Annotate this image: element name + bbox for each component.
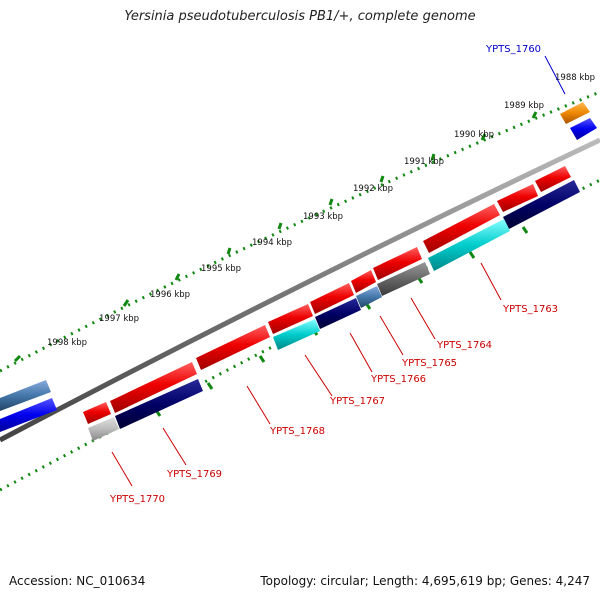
gene-left-edge-cog-feature <box>0 398 57 432</box>
gene-ypts-1765-feature <box>351 270 376 293</box>
gene-count-text: Genes: 4,247 <box>509 574 590 588</box>
gene-ypts-1764-feature <box>373 247 422 280</box>
gene-label-ypts-1769[interactable]: YPTS_1769 <box>166 469 222 480</box>
scale-label-1994: 1994 kbp <box>252 238 292 248</box>
scale-label-1989: 1989 kbp <box>504 101 544 111</box>
reverse-strand-genes <box>0 118 597 441</box>
inner-scale-major-ticks <box>154 226 529 417</box>
gene-1770-cog-feature <box>88 417 119 441</box>
gene-ypts-1769-feature <box>110 362 197 413</box>
scale-label-1995: 1995 kbp <box>201 264 241 274</box>
forward-strand-genes <box>0 102 590 424</box>
gene-label-ypts-1763[interactable]: YPTS_1763 <box>502 304 558 315</box>
gene-label-ypts-1767[interactable]: YPTS_1767 <box>329 396 385 407</box>
gene-label-ypts-1768[interactable]: YPTS_1768 <box>269 426 325 437</box>
gene-label-ypts-1766[interactable]: YPTS_1766 <box>370 374 426 385</box>
gene-ypts-1767-feature <box>268 304 313 334</box>
gene-label-ypts-1764[interactable]: YPTS_1764 <box>436 340 492 351</box>
gene-ypts-1770-feature <box>83 402 111 424</box>
gene-label-ypts-1770[interactable]: YPTS_1770 <box>109 494 165 505</box>
genome-summary: Topology: circular; Length: 4,695,619 bp… <box>260 574 590 588</box>
label-leader-lines <box>111 55 566 487</box>
gene-ypts-1768-feature <box>196 325 270 370</box>
scale-label-1988: 1988 kbp <box>555 73 595 83</box>
genome-backbone <box>0 137 600 443</box>
gene-label-ypts-1760[interactable]: YPTS_1760 <box>485 44 541 55</box>
scale-label-1996: 1996 kbp <box>150 290 190 300</box>
gene-1766-cog-feature <box>315 298 361 329</box>
length-text: Length: 4,695,619 bp; <box>372 574 510 588</box>
gene-ypts-1763-feature <box>423 204 500 253</box>
gene-1760-cog-feature <box>570 118 597 140</box>
gene-1767-cog-feature <box>273 319 320 350</box>
scale-label-1990: 1990 kbp <box>454 130 494 140</box>
topology-text: Topology: circular; <box>260 574 373 588</box>
scale-label-1992: 1992 kbp <box>353 184 393 194</box>
scale-label-1993: 1993 kbp <box>303 212 343 222</box>
gene-label-ypts-1765[interactable]: YPTS_1765 <box>401 358 457 369</box>
scale-label-1997: 1997 kbp <box>99 314 139 324</box>
gene-ypts-1761-feature <box>535 166 571 192</box>
gene-1764-cog-feature <box>377 262 430 296</box>
gene-1769-cog-feature <box>115 379 203 429</box>
gene-1762-cog-feature <box>503 180 580 229</box>
gene-ypts-1766-feature <box>310 283 354 314</box>
gene-left-edge-feature <box>0 380 51 411</box>
scale-label-1991: 1991 kbp <box>404 157 444 167</box>
gene-1765-cog-feature <box>356 286 382 308</box>
gene-ypts-1762-feature <box>497 184 538 212</box>
outer-scale-major-ticks <box>13 111 538 363</box>
gene-ypts-1760-feature <box>560 102 590 124</box>
scale-label-1998: 1998 kbp <box>47 338 87 348</box>
map-title: Yersinia pseudotuberculosis PB1/+, compl… <box>124 9 476 24</box>
accession-text: Accession: NC_010634 <box>9 574 146 588</box>
gene-1763-cog-feature <box>428 219 510 271</box>
